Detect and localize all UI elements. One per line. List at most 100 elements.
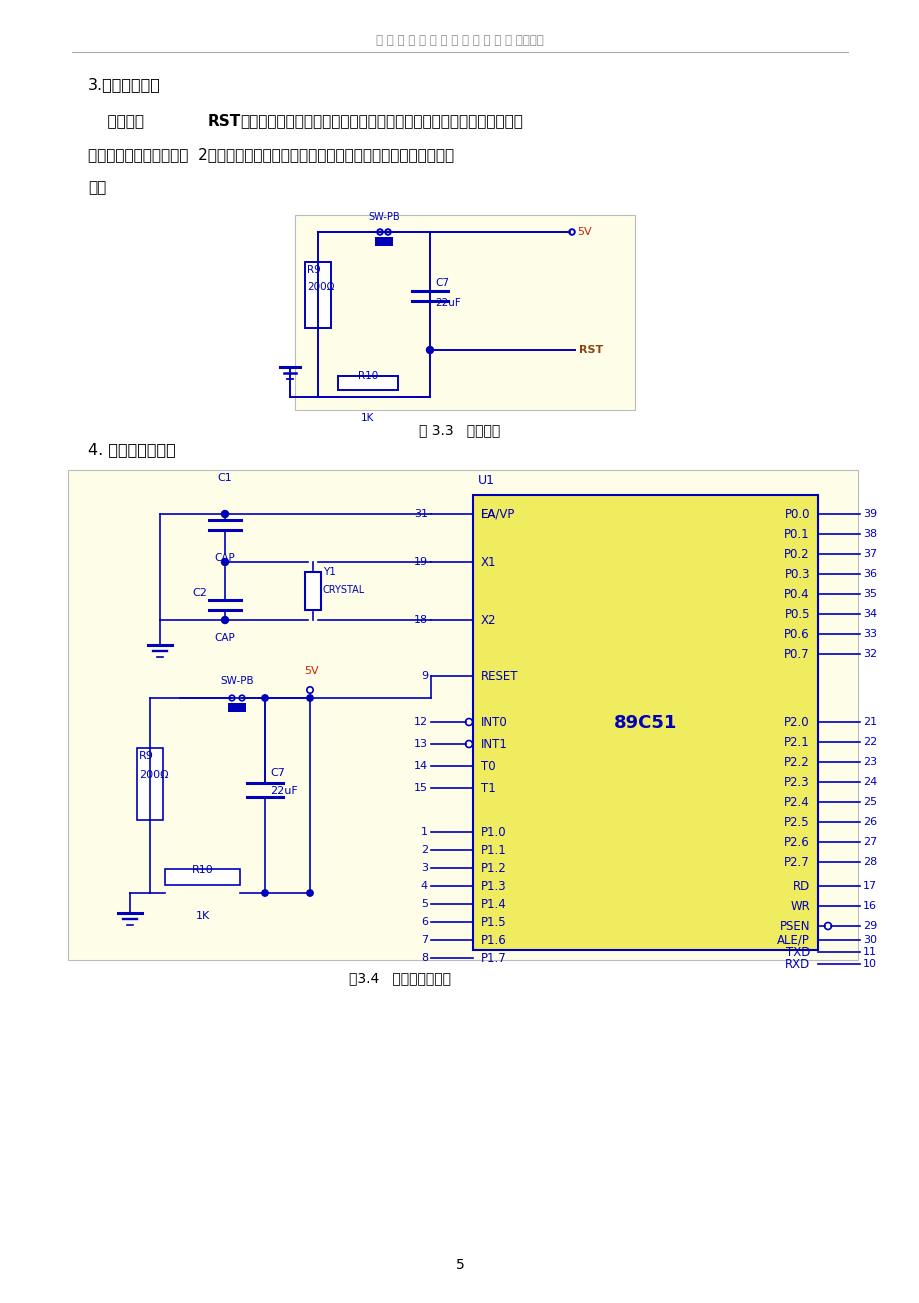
Text: 6: 6 <box>421 917 427 926</box>
Text: 成。: 成。 <box>88 181 106 195</box>
Text: 1K: 1K <box>195 911 210 921</box>
Text: 24: 24 <box>862 777 877 787</box>
Text: 35: 35 <box>862 589 876 599</box>
Text: R10: R10 <box>191 865 213 876</box>
Text: P0.7: P0.7 <box>784 648 809 661</box>
Text: P0.5: P0.5 <box>784 607 809 620</box>
Text: P1.0: P1.0 <box>481 826 506 839</box>
Circle shape <box>262 890 268 896</box>
Text: P2.6: P2.6 <box>783 835 809 848</box>
Text: TXD: TXD <box>785 946 809 959</box>
Text: 14: 14 <box>414 761 427 771</box>
Text: 19: 19 <box>414 556 427 567</box>
Text: 28: 28 <box>862 857 877 866</box>
Text: P0.1: P0.1 <box>784 528 809 541</box>
Text: C1: C1 <box>218 473 233 483</box>
Bar <box>305 572 321 610</box>
Text: 27: 27 <box>862 837 877 847</box>
Bar <box>165 869 240 885</box>
Text: P2.1: P2.1 <box>783 735 809 748</box>
Text: EA: EA <box>481 507 496 520</box>
Text: P2.7: P2.7 <box>783 856 809 869</box>
Circle shape <box>221 559 228 566</box>
Text: P2.2: P2.2 <box>783 756 809 769</box>
Text: 1: 1 <box>421 827 427 837</box>
Text: 89C51: 89C51 <box>613 714 676 731</box>
Text: 37: 37 <box>862 549 876 559</box>
Text: P1.4: P1.4 <box>481 898 506 911</box>
Text: P2.3: P2.3 <box>784 775 809 788</box>
Text: RXD: RXD <box>784 958 809 971</box>
Text: 36: 36 <box>862 569 876 579</box>
Bar <box>68 470 857 960</box>
Circle shape <box>306 694 312 701</box>
Text: 31: 31 <box>414 509 427 519</box>
Text: P1.3: P1.3 <box>481 880 506 893</box>
Text: 13: 13 <box>414 739 427 749</box>
Text: 200Ω: 200Ω <box>139 770 168 780</box>
Text: T0: T0 <box>481 760 495 773</box>
Text: 34: 34 <box>862 609 876 619</box>
Text: P1.6: P1.6 <box>481 933 506 946</box>
Text: 26: 26 <box>862 817 876 827</box>
Text: 17: 17 <box>862 881 876 891</box>
Bar <box>295 215 634 410</box>
Text: INT0: INT0 <box>481 715 507 728</box>
Text: ALE/P: ALE/P <box>777 933 809 946</box>
Text: Y1: Y1 <box>323 567 335 577</box>
Text: P0.0: P0.0 <box>784 507 809 520</box>
Bar <box>337 377 398 390</box>
Text: P0.2: P0.2 <box>784 547 809 560</box>
Text: 5: 5 <box>421 899 427 909</box>
Text: CRYSTAL: CRYSTAL <box>323 585 365 595</box>
Text: 22uF: 22uF <box>435 298 460 308</box>
Text: P0.6: P0.6 <box>784 628 809 641</box>
Bar <box>375 237 392 246</box>
Text: C7: C7 <box>435 278 448 288</box>
Text: X2: X2 <box>481 614 496 627</box>
Text: RST: RST <box>208 115 241 129</box>
Text: 4: 4 <box>420 881 427 891</box>
Text: 23: 23 <box>862 757 876 767</box>
Text: CAP: CAP <box>214 633 235 642</box>
Text: 7: 7 <box>420 936 427 945</box>
Text: 22: 22 <box>862 737 877 747</box>
Text: RST: RST <box>578 345 603 354</box>
Text: 3: 3 <box>421 863 427 873</box>
Text: WR: WR <box>789 899 809 912</box>
Text: 30: 30 <box>862 936 876 945</box>
Text: T1: T1 <box>481 782 495 795</box>
Text: 单片机的: 单片机的 <box>88 115 144 129</box>
Text: 5V: 5V <box>576 227 591 237</box>
Text: P1.7: P1.7 <box>481 951 506 964</box>
Text: 21: 21 <box>862 717 876 727</box>
Bar <box>137 748 163 820</box>
Text: 33: 33 <box>862 629 876 638</box>
Text: 32: 32 <box>862 649 876 659</box>
Bar <box>228 704 245 711</box>
Text: CAP: CAP <box>214 552 235 563</box>
Text: 高电平有效地持续时间为  2个机器周期以上。单片机的复位方式可由手动电平复位方式完: 高电平有效地持续时间为 2个机器周期以上。单片机的复位方式可由手动电平复位方式完 <box>88 147 454 163</box>
Text: P0.4: P0.4 <box>784 588 809 601</box>
Text: 管脚为主机提供了一个外部复位信号输入口。复位信号是高电平有效，: 管脚为主机提供了一个外部复位信号输入口。复位信号是高电平有效， <box>240 115 522 129</box>
Text: SW-PB: SW-PB <box>220 676 254 685</box>
Text: P0.3: P0.3 <box>784 568 809 581</box>
Text: P2.0: P2.0 <box>784 715 809 728</box>
Text: 200Ω: 200Ω <box>307 281 335 292</box>
Text: SW-PB: SW-PB <box>368 212 400 222</box>
Text: 15: 15 <box>414 783 427 794</box>
Text: 图 3.3   复位电路: 图 3.3 复位电路 <box>419 423 500 437</box>
Circle shape <box>221 511 228 517</box>
Text: 12: 12 <box>414 717 427 727</box>
Text: C7: C7 <box>269 767 285 778</box>
Text: RESET: RESET <box>481 670 518 683</box>
Text: 5V: 5V <box>304 666 319 676</box>
Text: 39: 39 <box>862 509 876 519</box>
Text: 29: 29 <box>862 921 877 932</box>
Text: C2: C2 <box>192 588 207 598</box>
Text: PSEN: PSEN <box>778 920 809 933</box>
Text: X1: X1 <box>481 555 496 568</box>
Circle shape <box>306 890 312 896</box>
Text: 25: 25 <box>862 797 876 807</box>
Text: 22uF: 22uF <box>269 786 298 796</box>
